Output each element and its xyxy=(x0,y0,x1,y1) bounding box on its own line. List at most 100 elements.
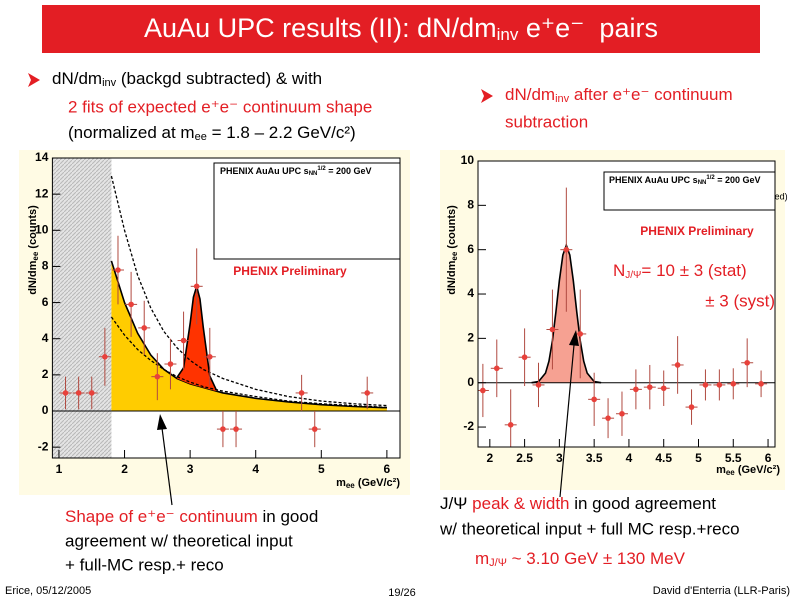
data-point xyxy=(207,353,213,360)
y-tick-label: 8 xyxy=(467,198,474,212)
text-part: = 1.8 – 2.2 GeV/c²) xyxy=(207,123,356,142)
slide-title: AuAu UPC results (II): dN/dminv e⁺e⁻ pai… xyxy=(144,13,658,43)
label-sub: ee xyxy=(450,251,459,260)
data-point xyxy=(549,326,556,333)
data-point xyxy=(298,390,305,396)
data-point xyxy=(633,386,639,393)
bullet-icon xyxy=(28,73,40,87)
title-banner xyxy=(42,5,760,53)
x-axis-label: mee (GeV/c²) xyxy=(716,464,780,477)
data-point xyxy=(605,415,611,421)
data-point xyxy=(233,426,239,432)
y-tick-label: -2 xyxy=(463,419,474,433)
y-tick-label: 10 xyxy=(461,153,475,167)
data-point xyxy=(619,410,625,417)
data-point xyxy=(688,404,695,410)
x-tick-label: 4 xyxy=(626,451,633,465)
legend-title: PHENIX AuAu UPC sNN1/2 = 200 GeV xyxy=(220,166,372,177)
data-point xyxy=(128,301,134,308)
data-point xyxy=(535,382,542,388)
data-point xyxy=(75,390,82,396)
data-point xyxy=(102,353,108,360)
x-axis-label: mee (GeV/c²) xyxy=(336,477,400,490)
data-point xyxy=(674,362,681,368)
conclusion-text: w/ theoretical input + full MC resp.+rec… xyxy=(439,519,740,538)
data-point xyxy=(758,381,764,387)
label-part: N xyxy=(613,261,625,280)
legend-part: PHENIX AuAu UPC s xyxy=(220,166,309,176)
y-tick-label: 0 xyxy=(467,375,474,389)
data-point xyxy=(716,382,723,388)
data-point xyxy=(660,385,667,392)
x-tick-label: 5.5 xyxy=(725,451,742,465)
y-tick-label: 10 xyxy=(35,222,49,236)
title-part: e⁺e⁻ pairs xyxy=(518,13,658,43)
y-axis-label: dN/dmee (counts) xyxy=(27,205,40,295)
data-point xyxy=(480,387,486,394)
conclusion-text: agreement w/ theoretical input xyxy=(65,531,293,550)
footer-center: 19/26 xyxy=(388,587,416,599)
label-sub: J/Ψ xyxy=(625,270,641,281)
x-tick-label: 1 xyxy=(56,462,63,476)
legend-part: PHENIX AuAu UPC s xyxy=(609,175,698,185)
data-point xyxy=(493,365,500,372)
text-part: in good xyxy=(258,507,319,526)
y-tick-label: 2 xyxy=(467,331,474,345)
y-tick-label: 12 xyxy=(35,186,49,200)
x-tick-label: 2 xyxy=(121,462,128,476)
y-axis-label: dN/dmee (counts) xyxy=(446,205,459,295)
label-part: = 10 ± 3 (stat) xyxy=(641,261,746,280)
data-point xyxy=(507,422,514,428)
label-sub: ee xyxy=(726,468,735,477)
conclusion-text: J/Ψ peak & width in good agreement xyxy=(440,494,716,513)
curve xyxy=(110,260,387,409)
area xyxy=(111,261,387,412)
x-tick-label: 6 xyxy=(384,462,391,476)
data-point xyxy=(702,382,709,388)
data-point xyxy=(744,359,750,366)
legend-box xyxy=(603,171,776,211)
y-tick-label: 0 xyxy=(42,403,49,417)
data-point xyxy=(167,361,174,367)
label-part: dN/dm xyxy=(446,260,458,294)
text-part: m xyxy=(475,549,489,568)
yield-label: ± 3 (syst) xyxy=(705,291,775,310)
bullet-text: subtraction xyxy=(505,112,588,131)
text-part: ~ 3.10 GeV ± 130 MeV xyxy=(507,549,686,568)
data-point xyxy=(62,390,69,396)
data-point xyxy=(647,384,653,390)
footer-left: Erice, 05/12/2005 xyxy=(5,585,91,597)
data-point xyxy=(193,283,200,290)
label-part: m xyxy=(336,477,346,489)
plot-frame xyxy=(51,157,401,459)
label-part: (counts) xyxy=(446,205,458,252)
annotation: PHENIX Preliminary xyxy=(233,264,347,278)
x-tick-label: 4.5 xyxy=(655,451,672,465)
data-point xyxy=(311,426,318,432)
text-part: after e⁺e⁻ continuum xyxy=(569,85,732,104)
legend-sub: NN xyxy=(309,171,318,177)
conclusion-text: + full-MC resp.+ reco xyxy=(65,555,224,574)
conclusion-text: Shape of e⁺e⁻ continuum in good xyxy=(65,507,318,526)
legend-sub: NN xyxy=(698,180,707,186)
data-point xyxy=(141,325,148,331)
data-point xyxy=(88,390,95,396)
data-point xyxy=(521,354,528,361)
threshold-region xyxy=(52,158,112,458)
bullet-text: dN/dminv after e⁺e⁻ continuum xyxy=(505,85,733,105)
y-tick-label: -2 xyxy=(38,439,49,453)
text-part: peak & width xyxy=(472,494,569,513)
data-point xyxy=(364,390,371,396)
title-part: AuAu UPC results (II): dN/dm xyxy=(144,13,497,43)
y-tick-label: 8 xyxy=(42,259,49,273)
legend-title: PHENIX AuAu UPC sNN1/2 = 200 GeV xyxy=(609,175,761,186)
x-tick-label: 4 xyxy=(252,462,259,476)
arrow xyxy=(559,344,575,498)
annotation: PHENIX Preliminary xyxy=(640,224,754,238)
x-tick-label: 3.5 xyxy=(586,451,603,465)
bullet-text: (normalized at mee = 1.8 – 2.2 GeV/c²) xyxy=(68,123,356,143)
conclusion-text: mJ/Ψ ~ 3.10 GeV ± 130 MeV xyxy=(475,549,686,569)
yield-label: NJ/Ψ= 10 ± 3 (stat) xyxy=(613,261,747,280)
